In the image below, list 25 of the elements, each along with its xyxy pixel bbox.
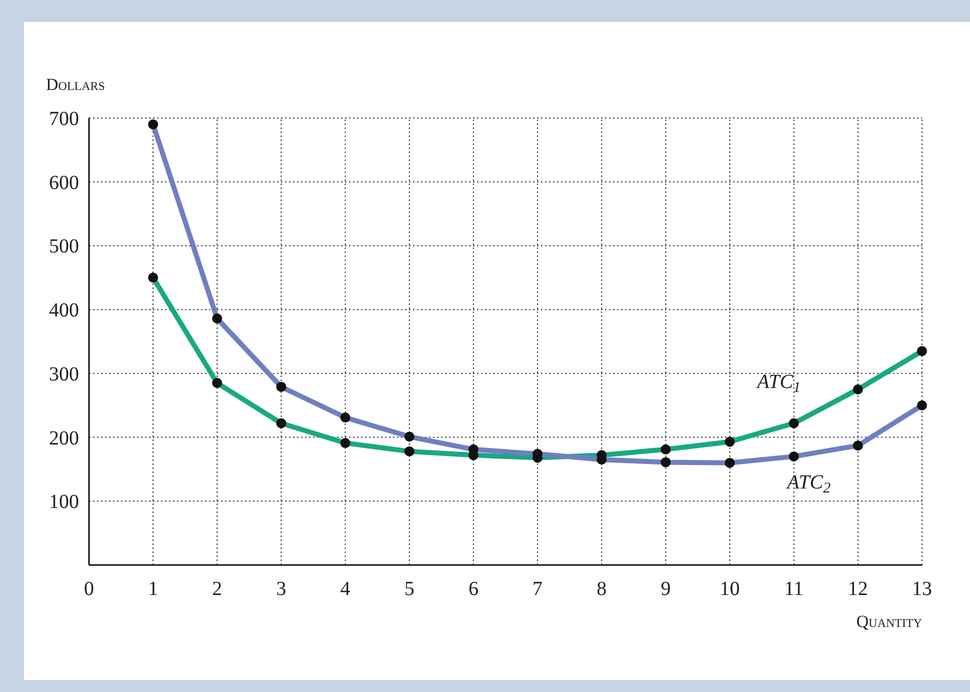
x-tick-label: 3 xyxy=(276,578,286,600)
x-tick-label: 5 xyxy=(404,578,414,600)
y-tick-label: 200 xyxy=(49,427,79,450)
x-tick-label: 13 xyxy=(912,578,932,600)
y-tick-label: 700 xyxy=(49,108,79,130)
x-tick-label: 9 xyxy=(660,578,671,600)
x-tick-label: 0 xyxy=(84,578,94,600)
x-tick-label: 1 xyxy=(148,578,158,600)
x-axis-title: Quantity xyxy=(856,612,922,631)
x-tick-label: 12 xyxy=(848,578,868,600)
y-tick-label: 600 xyxy=(49,172,79,194)
x-tick-label: 8 xyxy=(596,578,607,600)
x-tick-label: 11 xyxy=(784,578,804,600)
x-tick-label: 7 xyxy=(532,578,543,600)
x-tick-label: 10 xyxy=(720,578,740,600)
y-tick-label: 500 xyxy=(49,236,79,258)
y-axis-title: Dollars xyxy=(46,75,105,94)
x-tick-label: 6 xyxy=(468,578,478,600)
series-label: ATC$_{2}$ xyxy=(785,471,832,496)
y-tick-label: 400 xyxy=(49,300,79,322)
x-tick-label: 4 xyxy=(340,578,350,600)
y-tick-label: 100 xyxy=(49,491,79,514)
y-tick-label: 300 xyxy=(49,363,79,386)
x-tick-label: 2 xyxy=(212,578,222,600)
series-label: ATC$_{1}$ xyxy=(755,371,801,396)
